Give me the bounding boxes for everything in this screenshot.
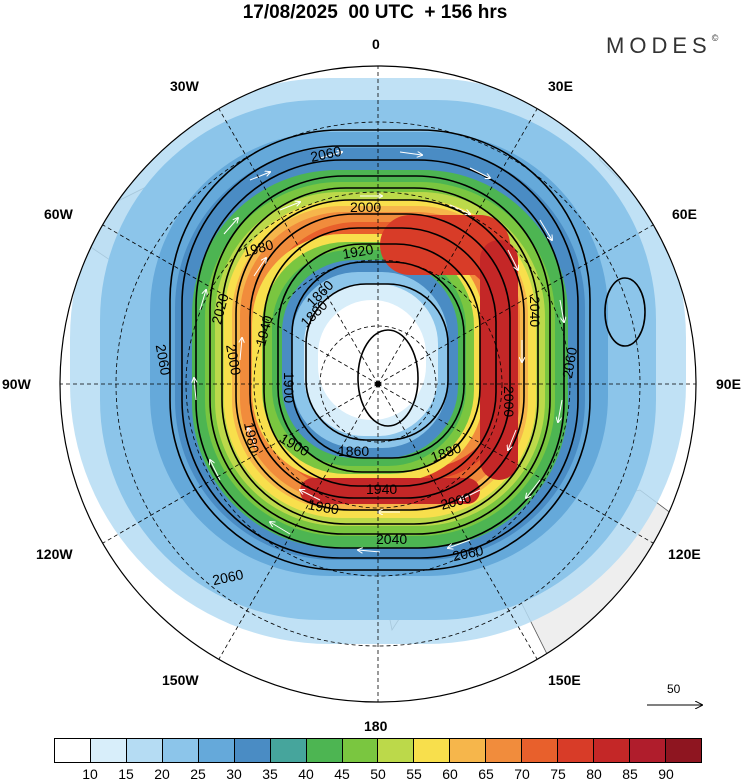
color-bar-label: 65 xyxy=(478,766,494,782)
lon-label-180: 180 xyxy=(364,718,388,734)
lon-label-150e: 150E xyxy=(548,672,581,688)
contour-label: 2000 xyxy=(350,199,381,215)
contour-label: 1920 xyxy=(341,241,375,262)
wind-vectors xyxy=(194,152,564,552)
lon-label-60e: 60E xyxy=(672,206,697,222)
color-bar-cell xyxy=(414,739,451,762)
contour-label: 2000 xyxy=(501,386,517,417)
contour-label: 2040 xyxy=(527,296,543,327)
color-bar-cell xyxy=(450,739,487,762)
lon-label-60w: 60W xyxy=(44,206,73,222)
map-title: 17/08/2025 00 UTC + 156 hrs xyxy=(242,2,508,23)
color-bar-cell xyxy=(306,739,343,762)
contour-label: 2060 xyxy=(211,566,245,588)
lon-label-90e: 90E xyxy=(716,376,741,392)
lon-label-120w: 120W xyxy=(36,546,73,562)
contour-label: 2060 xyxy=(451,542,485,564)
color-bar-label: 40 xyxy=(298,766,314,782)
wind-speed-shading xyxy=(70,78,686,644)
graticule xyxy=(60,66,696,702)
contour-label: 1980 xyxy=(241,421,262,455)
color-bar-label: 60 xyxy=(442,766,458,782)
color-bar-label: 85 xyxy=(622,766,638,782)
color-bar-cell xyxy=(665,739,701,762)
color-bar-cell xyxy=(55,739,91,762)
color-bar-cell xyxy=(630,739,666,762)
color-bar-label: 50 xyxy=(370,766,386,782)
color-bar-label: 15 xyxy=(118,766,134,782)
color-bar-cell xyxy=(90,739,127,762)
color-bar-label: 90 xyxy=(658,766,674,782)
lon-label-0: 0 xyxy=(372,36,380,52)
color-bar-cell xyxy=(270,739,307,762)
map-disc xyxy=(60,66,696,702)
color-bar-label: 45 xyxy=(334,766,350,782)
color-bar-cell xyxy=(234,739,271,762)
lon-label-150w: 150W xyxy=(162,672,199,688)
lon-label-30e: 30E xyxy=(548,78,573,94)
color-bar-cell xyxy=(486,739,523,762)
color-bar-cell xyxy=(558,739,595,762)
color-bar-label: 20 xyxy=(154,766,170,782)
color-bar-label: 30 xyxy=(226,766,242,782)
contour-label: 2040 xyxy=(376,531,407,547)
map-border xyxy=(59,65,697,703)
lon-label-30w: 30W xyxy=(170,78,199,94)
brand-logo: MODES© xyxy=(606,33,718,59)
color-bar xyxy=(54,738,702,763)
color-bar-cell xyxy=(378,739,415,762)
color-bar-label: 80 xyxy=(586,766,602,782)
color-bar-cell xyxy=(162,739,199,762)
contour-label: 2060 xyxy=(309,143,343,165)
south-pole-marker xyxy=(375,381,381,387)
reference-arrow-icon xyxy=(647,682,705,712)
contour-label: 1860 xyxy=(338,443,369,459)
color-bar-cell xyxy=(342,739,379,762)
contour-label: 2000 xyxy=(439,489,473,513)
reference-vector: 50 xyxy=(645,682,705,712)
lon-label-90w: 90W xyxy=(2,376,31,392)
lon-label-120e: 120E xyxy=(668,546,701,562)
contour-label: 1940 xyxy=(252,313,276,347)
color-bar-label: 70 xyxy=(514,766,530,782)
reference-vector-label: 50 xyxy=(667,682,681,696)
contour-label: 1940 xyxy=(366,481,397,497)
copyright-mark: © xyxy=(711,33,719,43)
contour-label: 2020 xyxy=(208,291,232,325)
color-bar-label: 10 xyxy=(82,766,98,782)
contour-label: 1980 xyxy=(241,236,275,260)
contour-label: 1980 xyxy=(307,496,341,517)
contour-label: 1900 xyxy=(281,372,297,403)
color-bar-label: 55 xyxy=(406,766,422,782)
contour-label: 2060 xyxy=(559,346,580,380)
contour-label: 2000 xyxy=(223,343,244,377)
color-bar-labels: 10 15 20 25 30 35 40 45 50 55 60 65 70 75 80 85 90 xyxy=(54,766,702,782)
color-bar-label: 35 xyxy=(262,766,278,782)
color-bar-label: 75 xyxy=(550,766,566,782)
color-bar-cell xyxy=(126,739,163,762)
contour-label: 2060 xyxy=(153,343,174,377)
color-bar-cell xyxy=(522,739,559,762)
color-bar-cell xyxy=(594,739,630,762)
color-bar-cell xyxy=(198,739,235,762)
color-bar-label: 25 xyxy=(190,766,206,782)
brand-name: MODES xyxy=(606,33,712,58)
